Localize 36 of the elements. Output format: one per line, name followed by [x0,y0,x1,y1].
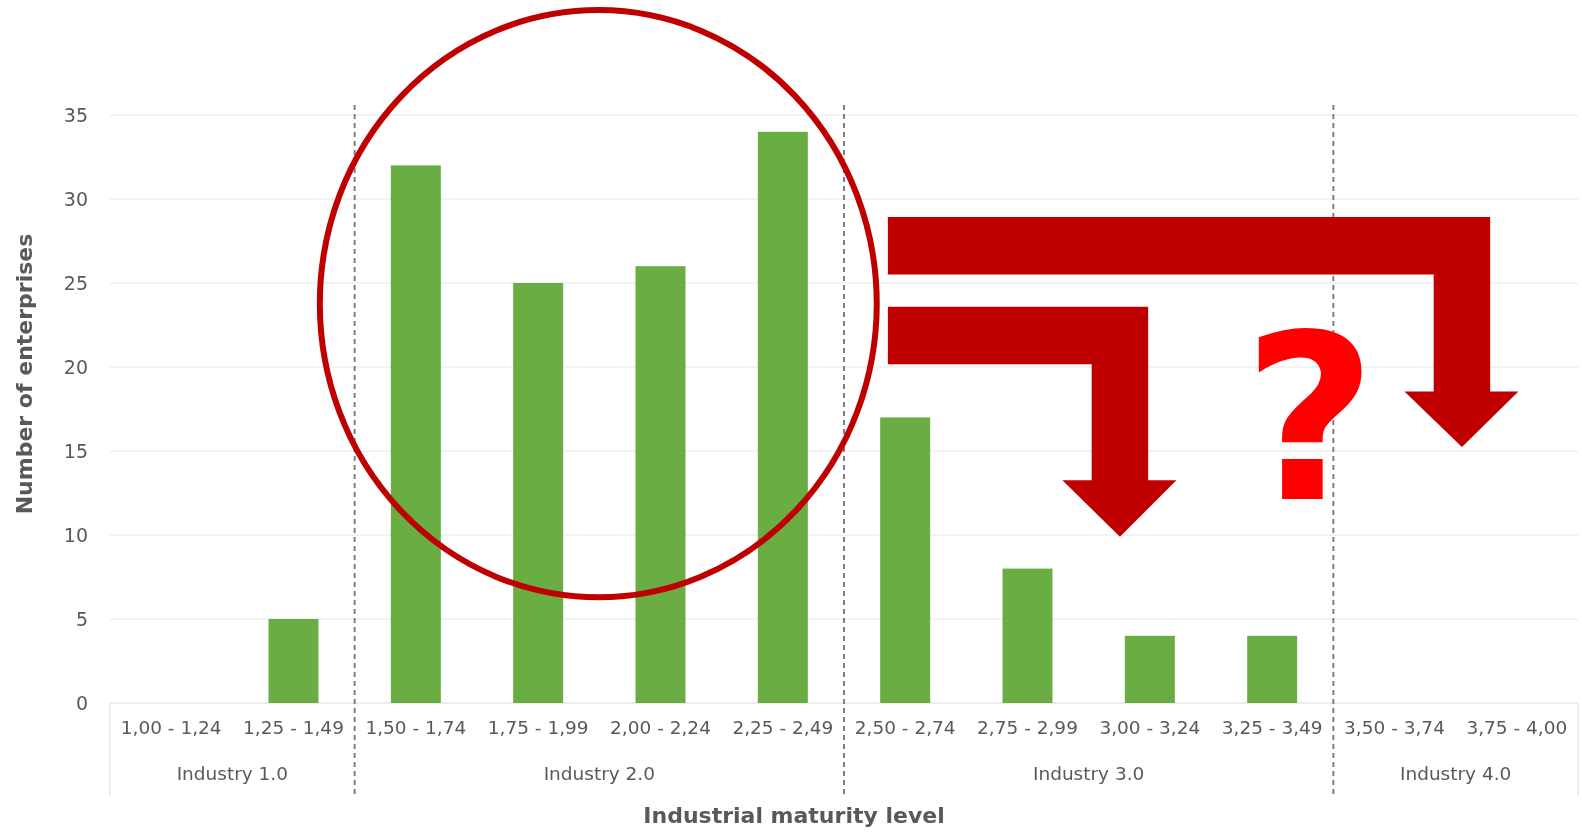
y-tick-label: 25 [63,271,88,294]
x-tick-label: 3,50 - 3,74 [1344,717,1445,738]
bar [1002,568,1053,703]
x-tick-label: 1,25 - 1,49 [243,717,344,738]
bar [635,266,686,703]
bar [1247,635,1298,703]
bar [757,131,808,703]
x-tick-label: 2,50 - 2,74 [854,717,956,738]
x-tick-label: 3,75 - 4,00 [1466,717,1568,738]
y-tick-label: 30 [63,187,88,210]
x-tick-label: 1,50 - 1,74 [365,717,467,738]
y-tick-label: 20 [63,355,88,378]
y-tick-label: 5 [75,607,88,630]
bar [880,417,931,703]
annotation: ? [1242,286,1377,554]
x-tick-label: 3,00 - 3,24 [1099,717,1201,738]
bar [1124,635,1175,703]
text: Industry 4.0 [1399,763,1512,784]
x-axis-title: Industrial maturity level [643,803,945,828]
text: Industry 1.0 [176,763,289,784]
x-tick-label: 2,75 - 2,99 [977,717,1078,738]
bar [513,283,564,703]
y-tick-label: 35 [63,103,88,126]
text: Industry 3.0 [1032,763,1145,784]
x-tick-label: 2,25 - 2,49 [732,717,834,738]
x-tick-label: 2,00 - 2,24 [610,717,711,738]
x-tick-label: 1,75 - 1,99 [487,717,589,738]
text: Industry 2.0 [543,763,656,784]
x-tick-label: 1,00 - 1,24 [120,717,222,738]
y-tick-label: 10 [63,523,88,546]
bar [268,619,319,703]
y-tick-label: 15 [63,439,88,462]
x-tick-label: 3,25 - 3,49 [1221,717,1323,738]
y-axis-title: Number of enterprises [12,233,37,515]
bar [390,165,441,703]
y-tick-label: 0 [75,691,88,714]
